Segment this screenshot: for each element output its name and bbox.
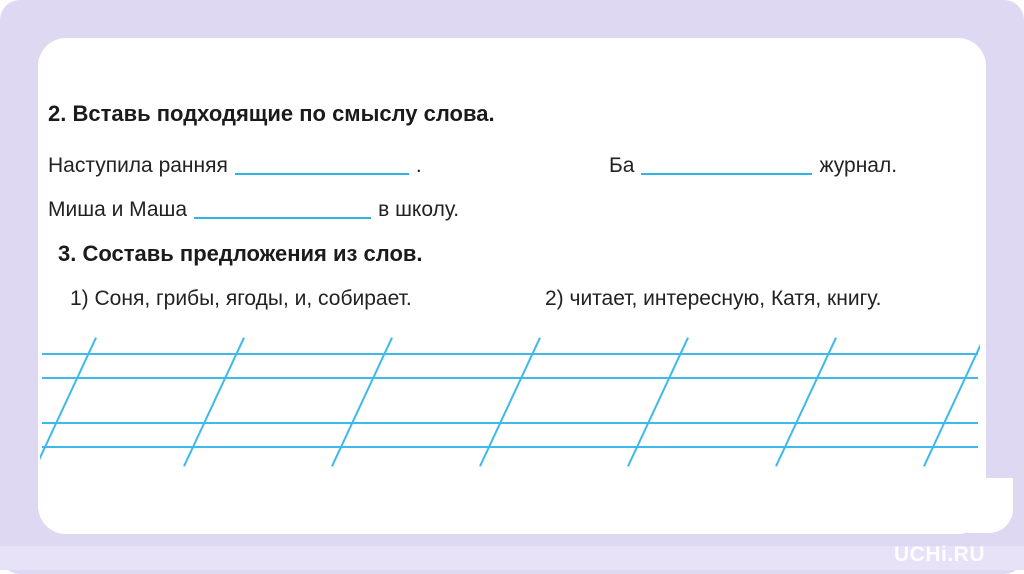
ruled-line (42, 353, 978, 355)
ruled-line (42, 446, 978, 448)
ruled-line (42, 422, 978, 424)
sentence-3-prefix: Миша и Маша (48, 198, 188, 221)
fill-in-sentence-1: Наступила ранняя. (48, 150, 422, 179)
answer-blank-3[interactable] (194, 197, 372, 219)
exercise-2-heading: 2. Вставь подходящие по смыслу слова. (48, 101, 495, 126)
footer-band (0, 546, 1024, 570)
sentence-1-prefix: Наступила ранняя (48, 154, 228, 177)
sentence-3-suffix: в школу. (378, 198, 460, 221)
sentence-2-suffix: журнал. (819, 154, 898, 177)
fill-in-sentence-3: Миша и Маша в школу. (48, 194, 459, 223)
exercise-3-heading: 3. Составь предложения из слов. (58, 241, 423, 266)
ruled-line (42, 377, 978, 379)
fill-in-sentence-2: Ба журнал. (609, 150, 897, 179)
sentence-2-prefix: Ба (609, 154, 635, 177)
answer-blank-2[interactable] (641, 153, 813, 175)
writing-lines-area[interactable] (40, 336, 980, 468)
word-set-2: 2) читает, интересную, Катя, книгу. (545, 287, 882, 310)
worksheet-card (38, 38, 986, 534)
word-set-1: 1) Соня, грибы, ягоды, и, собирает. (70, 287, 412, 310)
uchi-ru-logo: UCHi.RU (894, 543, 985, 566)
answer-blank-1[interactable] (234, 153, 409, 175)
sentence-1-suffix: . (415, 154, 422, 177)
